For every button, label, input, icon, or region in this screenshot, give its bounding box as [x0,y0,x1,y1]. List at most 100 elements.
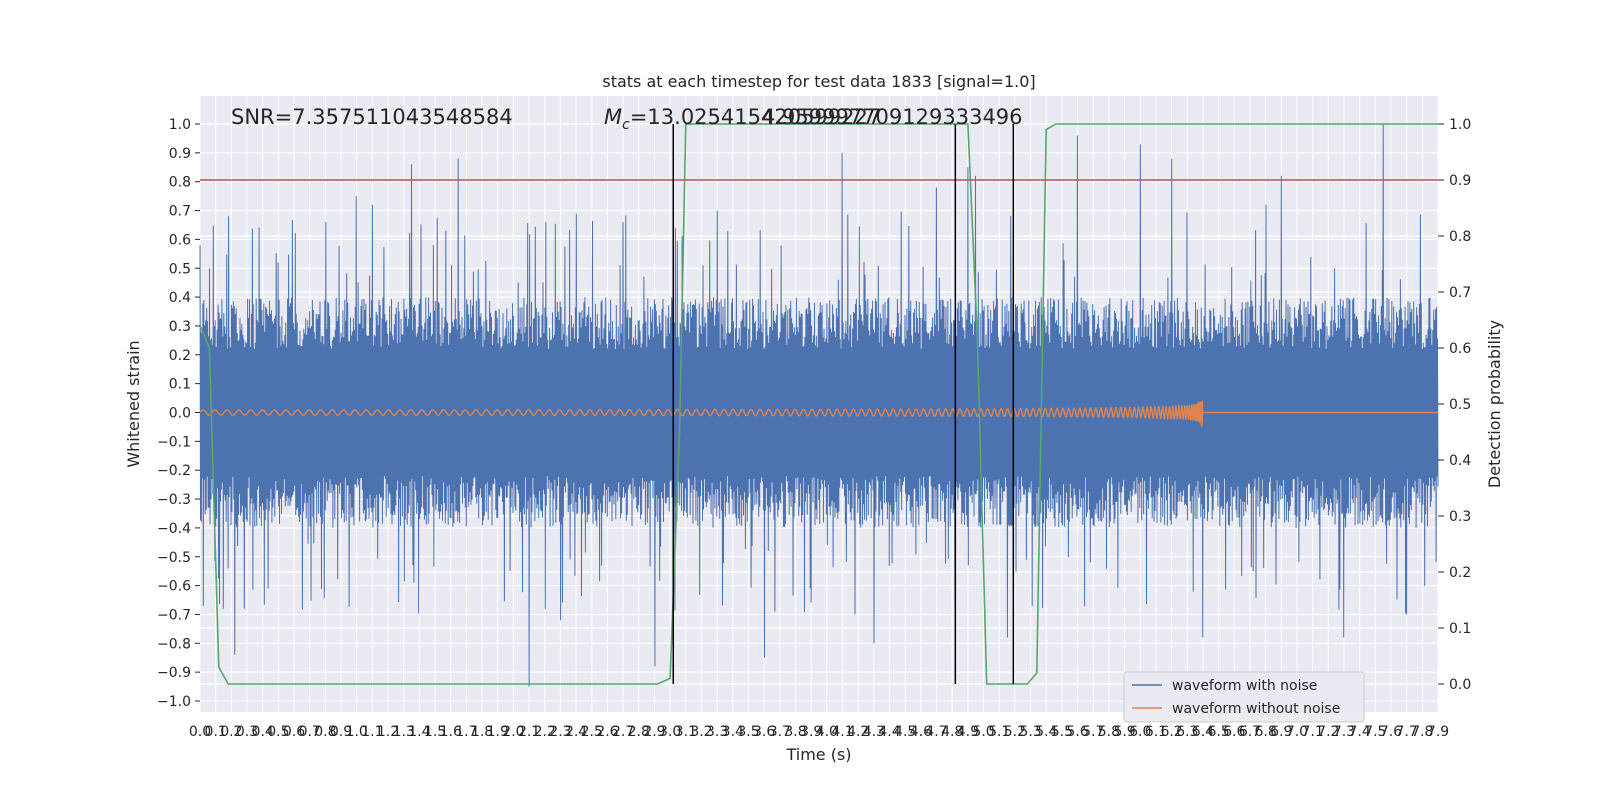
x-tick-label: 7.4 [1349,724,1371,740]
y-tick-label: −0.4 [157,521,191,537]
x-tick-label: 2.9 [643,724,665,740]
x-tick-label: 6.5 [1207,724,1229,740]
y-tick-label: 0.0 [169,406,191,422]
x-tick-label: 2.0 [502,724,524,740]
x-tick-label: 1.4 [408,724,430,740]
x-tick-label: 7.5 [1364,724,1386,740]
x-tick-label: 6.1 [1145,724,1167,740]
x-tick-label: 4.3 [863,724,885,740]
x-tick-label: 2.5 [581,724,603,740]
y-tick-label: −0.1 [157,434,191,450]
y2-tick-label: 0.4 [1449,453,1471,469]
y-tick-label: 0.2 [169,348,191,364]
x-tick-label: 3.4 [722,724,744,740]
y-tick-label: 0.5 [169,261,191,277]
x-tick-label: 1.9 [487,724,509,740]
x-tick-label: 4.4 [878,724,900,740]
x-tick-label: 2.2 [534,724,556,740]
x-tick-label: 4.9 [957,724,979,740]
x-tick-label: 3.0 [659,724,681,740]
mc-sub: c [622,117,630,133]
x-tick-label: 5.9 [1113,724,1135,740]
x-tick-label: 1.8 [471,724,493,740]
x-tick-label: 2.3 [549,724,571,740]
x-tick-label: 3.7 [769,724,791,740]
x-tick-label: 0.8 [314,724,336,740]
x-tick-label: 3.5 [737,724,759,740]
x-tick-label: 6.7 [1239,724,1261,740]
x-tick-label: 6.4 [1192,724,1214,740]
x-tick-label: 3.1 [675,724,697,740]
y-axis-ticks: 1.0 0.9 0.8 0.7 0.6 0.5 0.4 0.3 0.2 0.1 0.0 −0.1 −0.… [157,117,200,710]
x-tick-label: 1.6 [440,724,462,740]
y2-tick-label: 0.6 [1449,341,1471,357]
y2-tick-label: 0.1 [1449,621,1471,637]
x-tick-label: 7.3 [1333,724,1355,740]
x-tick-label: 6.8 [1254,724,1276,740]
y-tick-label: −0.5 [157,550,191,566]
x-tick-label: 7.0 [1286,724,1308,740]
x-tick-label: 5.0 [972,724,994,740]
legend-box [1123,671,1365,723]
x-tick-label: 5.1 [988,724,1010,740]
y2-axis-label: Detection probability [1485,320,1504,488]
x-tick-label: 7.8 [1411,724,1433,740]
y-tick-label: 0.6 [169,232,191,248]
x-tick-label: 0.5 [267,724,289,740]
detection-probability-path [199,123,1438,685]
x-tick-label: 7.1 [1302,724,1324,740]
y2-tick-label: 0.2 [1449,565,1471,581]
x-tick-label: 6.0 [1129,724,1151,740]
x-tick-label: 5.7 [1082,724,1104,740]
x-tick-label: 4.5 [894,724,916,740]
x-tick-label: 1.3 [393,724,415,740]
x-tick-label: 3.8 [784,724,806,740]
mc-prefix: M [604,105,622,129]
y-tick-label: −0.2 [157,463,191,479]
chart-title: stats at each timestep for test data 183… [602,72,1035,91]
y-tick-label: 0.7 [169,204,191,220]
x-tick-label: 6.3 [1176,724,1198,740]
x-tick-label: 5.8 [1098,724,1120,740]
x-tick-label: 1.2 [377,724,399,740]
series-waveform-with-noise [199,123,1439,687]
y-tick-label: −0.6 [157,579,191,595]
y-tick-label: −0.3 [157,492,191,508]
y-tick-label: −0.7 [157,607,191,623]
y-tick-label: −1.0 [157,694,191,710]
y-axis-label: Whitened strain [124,340,143,467]
y-tick-label: −0.8 [157,636,191,652]
y-tick-label: 0.8 [169,175,191,191]
y2-tick-label: 0.7 [1449,285,1471,301]
x-tick-label: 7.2 [1317,724,1339,740]
x-tick-label: 1.1 [361,724,383,740]
y-tick-label: 0.3 [169,319,191,335]
y2-tick-label: 1.0 [1449,117,1471,133]
series-detection-probability [199,123,1438,685]
x-axis-label: Time (s) [785,745,851,764]
x-tick-label: 0.4 [252,724,274,740]
x-tick-label: 2.7 [612,724,634,740]
x-tick-label: 0.2 [220,724,242,740]
x-tick-label: 4.7 [925,724,947,740]
x-tick-label: 0.0 [189,724,211,740]
overlap-annotation: 4.959997709129333496 [762,105,1023,129]
x-tick-label: 6.6 [1223,724,1245,740]
y2-tick-label: 0.8 [1449,229,1471,245]
x-tick-label: 0.3 [236,724,258,740]
legend-label-noise: waveform with noise [1172,678,1317,694]
x-tick-label: 1.5 [424,724,446,740]
x-tick-label: 7.6 [1380,724,1402,740]
legend: waveform with noise waveform without noi… [1123,671,1365,723]
y-tick-label: −0.9 [157,665,191,681]
x-tick-label: 6.2 [1160,724,1182,740]
x-tick-label: 3.6 [753,724,775,740]
mc-value: =13.025415420599227 [630,105,881,129]
x-tick-label: 5.3 [1019,724,1041,740]
y2-axis-ticks: 1.0 0.9 0.8 0.7 0.6 0.5 0.4 0.3 0.2 0.1 0.0 [1438,117,1471,693]
x-tick-label: 0.6 [283,724,305,740]
y-tick-label: 1.0 [169,117,191,133]
y-tick-label: 0.9 [169,146,191,162]
x-tick-label: 4.0 [816,724,838,740]
